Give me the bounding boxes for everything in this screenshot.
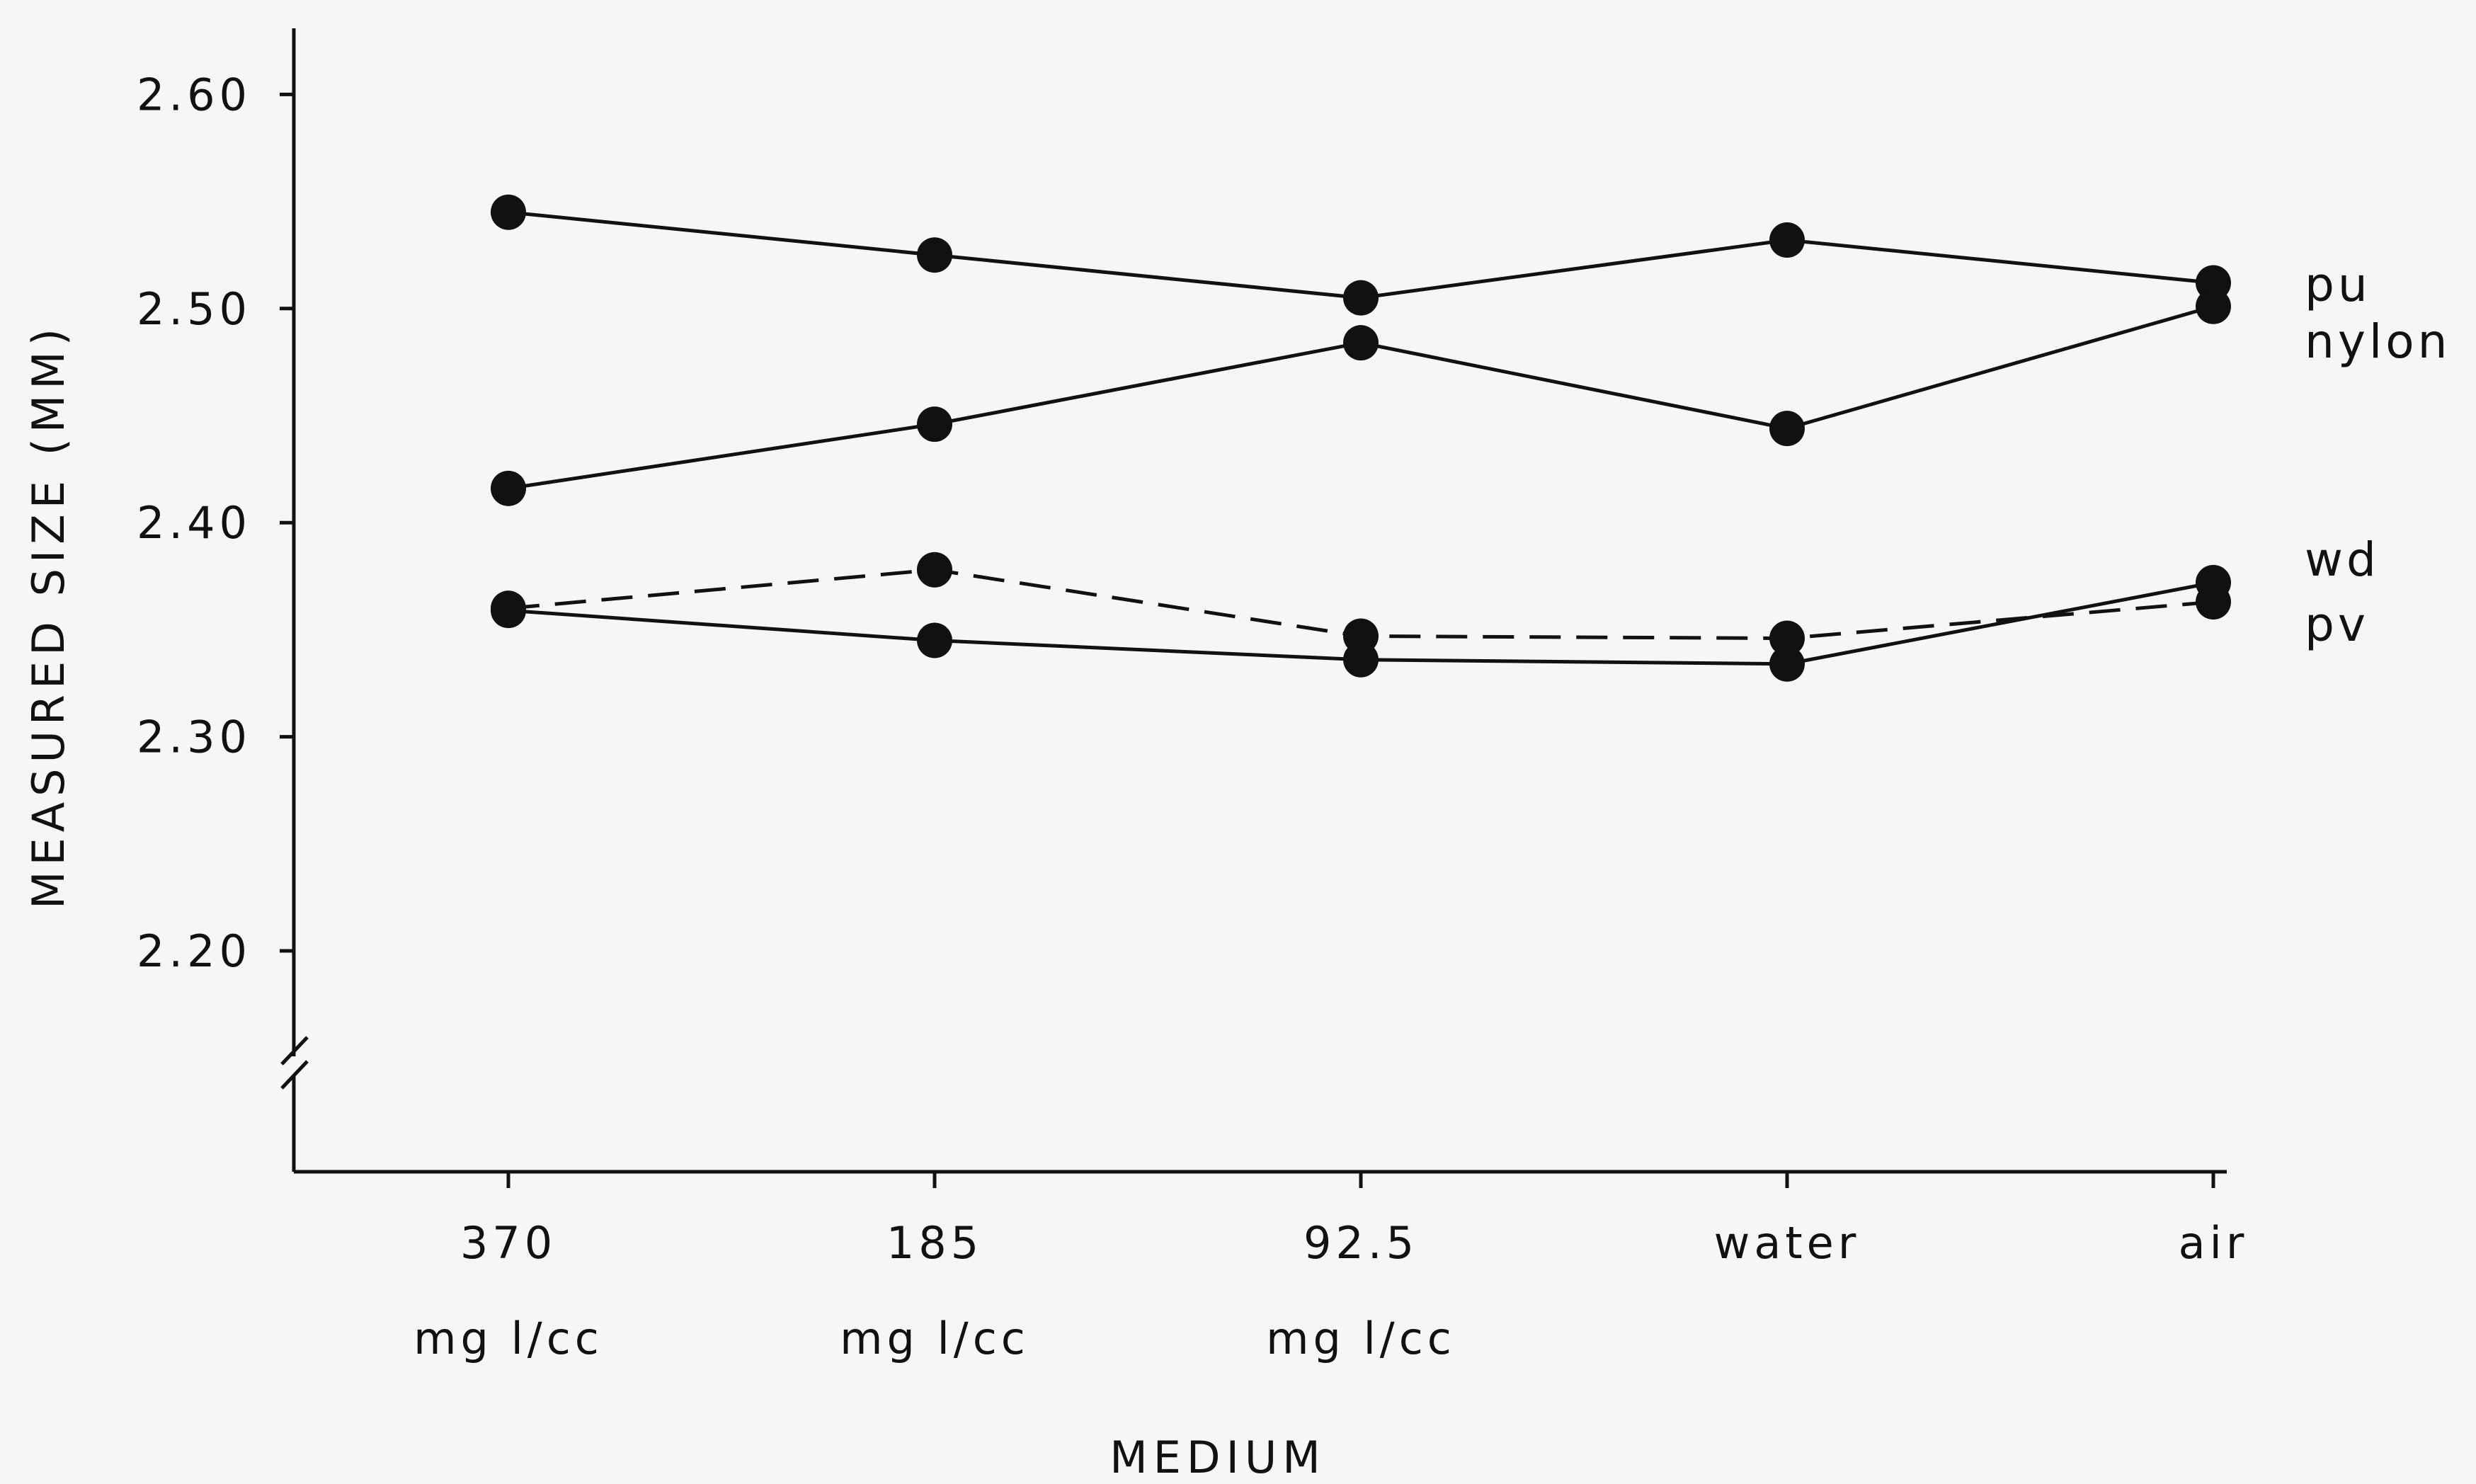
- y-axis-break: [280, 1036, 309, 1090]
- x-tick-label: 370: [460, 1217, 557, 1269]
- data-point-pv: [1769, 620, 1805, 656]
- series-label-pv: pv: [2305, 598, 2369, 652]
- series-wd: wd: [491, 532, 2380, 682]
- x-axis-title: MEDIUM: [1109, 1432, 1326, 1483]
- x-tick-sublabel: mg l/cc: [1266, 1313, 1456, 1364]
- data-point-nylon: [917, 406, 952, 443]
- series-label-nylon: nylon: [2305, 314, 2451, 369]
- series-label-wd: wd: [2305, 532, 2380, 587]
- x-tick-label: air: [2179, 1217, 2249, 1269]
- data-point-pv: [2196, 584, 2231, 620]
- series-label-pu: pu: [2305, 258, 2371, 312]
- series-pu: pu: [491, 194, 2371, 316]
- data-point-pv: [917, 552, 952, 588]
- data-point-pu: [917, 237, 952, 273]
- data-point-pu: [491, 194, 526, 230]
- x-tick-label: 185: [886, 1217, 983, 1269]
- x-tick-label: water: [1714, 1217, 1861, 1269]
- data-point-nylon: [491, 470, 526, 506]
- y-tick-label: 2.40: [137, 497, 251, 549]
- y-tick-label: 2.20: [137, 925, 251, 977]
- y-tick-label: 2.60: [137, 69, 251, 120]
- data-point-wd: [1769, 646, 1805, 682]
- axes: [280, 28, 2227, 1174]
- data-point-pu: [1343, 280, 1379, 316]
- series-pv: pv: [491, 552, 2369, 656]
- data-point-pu: [1769, 222, 1805, 258]
- data-point-nylon: [2196, 288, 2231, 324]
- x-tick-sublabel: mg l/cc: [840, 1313, 1029, 1364]
- y-ticks: 2.20 2.30 2.40 2.50 2.60: [137, 69, 294, 977]
- data-point-nylon: [1343, 325, 1379, 361]
- data-point-pv: [1343, 618, 1379, 654]
- data-point-nylon: [1769, 411, 1805, 447]
- series-nylon: nylon: [491, 288, 2451, 506]
- x-tick-sublabel: mg l/cc: [413, 1313, 603, 1364]
- x-ticks: 370 mg l/cc 185 mg l/cc 92.5 mg l/cc water air: [413, 1172, 2249, 1364]
- y-tick-label: 2.30: [137, 712, 251, 763]
- data-point-wd: [917, 622, 952, 658]
- x-tick-label: 92.5: [1303, 1217, 1418, 1269]
- data-point-pv: [491, 590, 526, 627]
- y-tick-label: 2.50: [137, 283, 251, 335]
- y-axis-title: MEASURED SIZE (MM): [23, 323, 74, 909]
